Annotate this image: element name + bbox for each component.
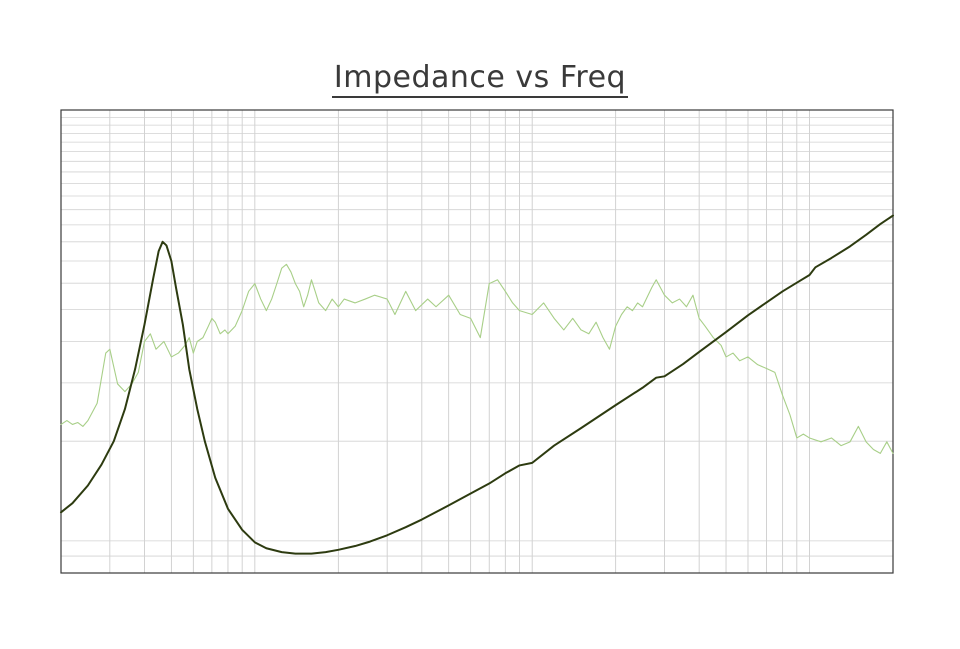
- plot-frame: [60, 109, 894, 574]
- spl-series-line: [60, 263, 894, 454]
- impedance-series-line: [60, 214, 894, 555]
